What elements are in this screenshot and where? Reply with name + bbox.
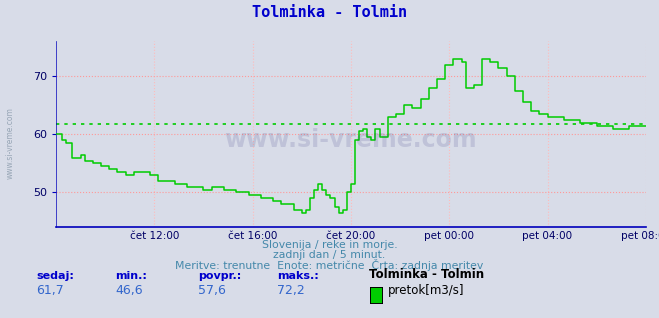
Text: povpr.:: povpr.: <box>198 272 241 281</box>
Text: Tolminka - Tolmin: Tolminka - Tolmin <box>369 268 484 281</box>
Text: 46,6: 46,6 <box>115 284 143 297</box>
Text: 61,7: 61,7 <box>36 284 64 297</box>
Text: Slovenija / reke in morje.: Slovenija / reke in morje. <box>262 240 397 250</box>
Text: maks.:: maks.: <box>277 272 318 281</box>
Text: 72,2: 72,2 <box>277 284 304 297</box>
Text: čet 16:00: čet 16:00 <box>228 231 277 240</box>
Text: čet 12:00: čet 12:00 <box>130 231 179 240</box>
Text: sedaj:: sedaj: <box>36 272 74 281</box>
Text: pet 08:00: pet 08:00 <box>621 231 659 240</box>
Text: pet 04:00: pet 04:00 <box>523 231 573 240</box>
Text: zadnji dan / 5 minut.: zadnji dan / 5 minut. <box>273 250 386 259</box>
Text: Meritve: trenutne  Enote: metrične  Črta: zadnja meritev: Meritve: trenutne Enote: metrične Črta: … <box>175 259 484 271</box>
Text: pretok[m3/s]: pretok[m3/s] <box>387 284 464 297</box>
Text: min.:: min.: <box>115 272 147 281</box>
Text: www.si-vreme.com: www.si-vreme.com <box>225 128 477 152</box>
Text: čet 20:00: čet 20:00 <box>326 231 376 240</box>
Text: Tolminka - Tolmin: Tolminka - Tolmin <box>252 5 407 20</box>
Text: www.si-vreme.com: www.si-vreme.com <box>5 107 14 179</box>
Text: pet 00:00: pet 00:00 <box>424 231 474 240</box>
Text: 57,6: 57,6 <box>198 284 225 297</box>
